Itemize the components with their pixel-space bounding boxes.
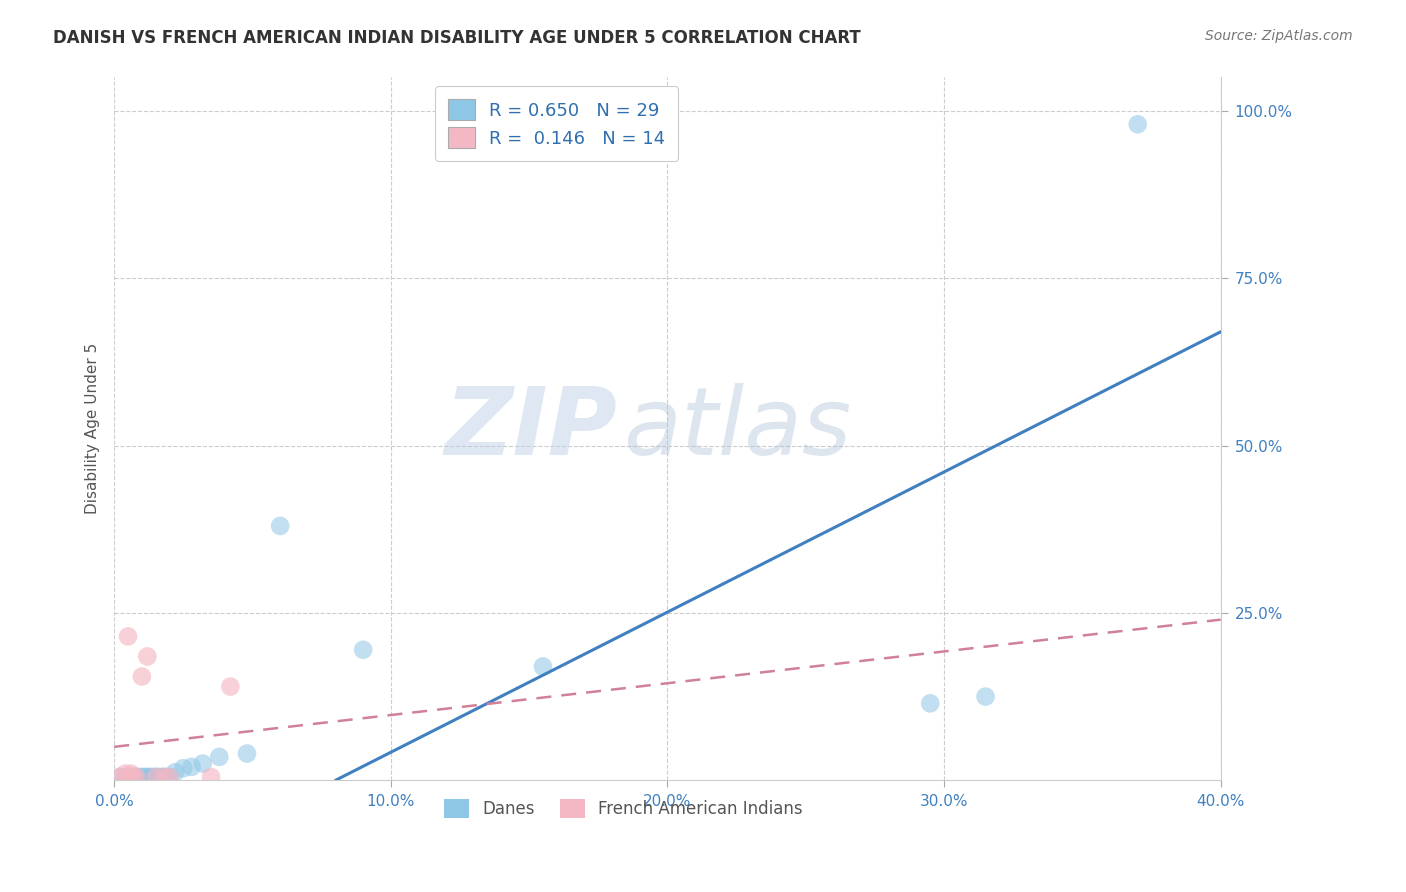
Point: [136, 770, 159, 784]
Text: DANISH VS FRENCH AMERICAN INDIAN DISABILITY AGE UNDER 5 CORRELATION CHART: DANISH VS FRENCH AMERICAN INDIAN DISABIL…: [53, 29, 862, 46]
Point: [117, 770, 139, 784]
Point: [145, 770, 167, 784]
Point: [269, 519, 291, 533]
Text: atlas: atlas: [623, 384, 852, 475]
Y-axis label: Disability Age Under 5: Disability Age Under 5: [86, 343, 100, 515]
Point: [1126, 117, 1149, 131]
Text: Source: ZipAtlas.com: Source: ZipAtlas.com: [1205, 29, 1353, 43]
Point: [153, 770, 176, 784]
Point: [125, 770, 148, 784]
Point: [142, 770, 165, 784]
Point: [134, 770, 156, 784]
Point: [117, 629, 139, 643]
Point: [159, 770, 181, 784]
Point: [114, 770, 136, 784]
Point: [117, 770, 139, 784]
Point: [145, 770, 167, 784]
Point: [122, 770, 145, 784]
Point: [219, 680, 242, 694]
Point: [352, 642, 374, 657]
Point: [128, 770, 150, 784]
Point: [920, 696, 942, 710]
Point: [208, 750, 231, 764]
Point: [131, 669, 153, 683]
Point: [120, 770, 142, 784]
Point: [122, 770, 145, 784]
Point: [114, 766, 136, 780]
Point: [156, 770, 179, 784]
Point: [974, 690, 997, 704]
Point: [180, 760, 202, 774]
Point: [172, 761, 194, 775]
Point: [150, 770, 173, 784]
Point: [236, 747, 259, 761]
Point: [125, 770, 148, 784]
Point: [163, 765, 186, 780]
Point: [139, 770, 162, 784]
Point: [136, 649, 159, 664]
Point: [200, 770, 222, 784]
Point: [108, 770, 131, 784]
Point: [153, 770, 176, 784]
Point: [108, 770, 131, 784]
Point: [191, 756, 214, 771]
Legend: Danes, French American Indians: Danes, French American Indians: [437, 792, 810, 825]
Point: [148, 770, 170, 784]
Point: [131, 770, 153, 784]
Point: [531, 659, 554, 673]
Text: ZIP: ZIP: [444, 383, 617, 475]
Point: [120, 766, 142, 780]
Point: [159, 770, 181, 784]
